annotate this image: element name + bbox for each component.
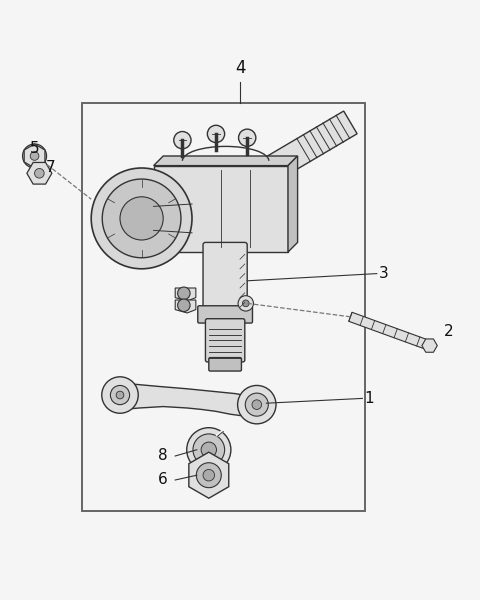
Circle shape	[196, 463, 221, 488]
Circle shape	[120, 197, 163, 240]
Text: 5: 5	[30, 141, 39, 156]
Text: 4: 4	[235, 59, 245, 77]
Polygon shape	[288, 156, 298, 252]
Bar	[82, 103, 365, 511]
Polygon shape	[349, 312, 431, 350]
FancyBboxPatch shape	[205, 319, 245, 362]
Polygon shape	[106, 384, 268, 416]
Circle shape	[178, 287, 190, 299]
Circle shape	[193, 434, 225, 466]
Polygon shape	[175, 300, 196, 313]
Circle shape	[102, 179, 181, 258]
Circle shape	[178, 299, 190, 311]
Circle shape	[91, 168, 192, 269]
FancyBboxPatch shape	[203, 242, 247, 312]
Circle shape	[201, 442, 216, 457]
Circle shape	[35, 169, 44, 178]
Circle shape	[102, 377, 138, 413]
FancyBboxPatch shape	[209, 358, 241, 371]
Circle shape	[239, 129, 256, 146]
Circle shape	[252, 400, 262, 409]
Circle shape	[116, 391, 124, 399]
Circle shape	[242, 300, 249, 307]
Circle shape	[207, 125, 225, 143]
Circle shape	[203, 469, 215, 481]
Circle shape	[238, 296, 253, 311]
Polygon shape	[154, 166, 288, 252]
Circle shape	[110, 385, 130, 404]
Text: 2: 2	[444, 323, 454, 338]
Text: 6: 6	[158, 473, 168, 487]
Circle shape	[187, 428, 231, 472]
Polygon shape	[154, 156, 298, 166]
Circle shape	[238, 385, 276, 424]
Text: 7: 7	[46, 160, 55, 175]
Circle shape	[28, 150, 41, 162]
Circle shape	[30, 152, 39, 160]
Circle shape	[174, 131, 191, 149]
FancyBboxPatch shape	[198, 306, 252, 323]
Polygon shape	[250, 111, 357, 189]
Circle shape	[23, 144, 47, 168]
Polygon shape	[175, 288, 196, 301]
Circle shape	[245, 393, 268, 416]
Text: 8: 8	[158, 449, 168, 463]
Text: 1: 1	[365, 391, 374, 406]
Text: 3: 3	[379, 266, 389, 281]
